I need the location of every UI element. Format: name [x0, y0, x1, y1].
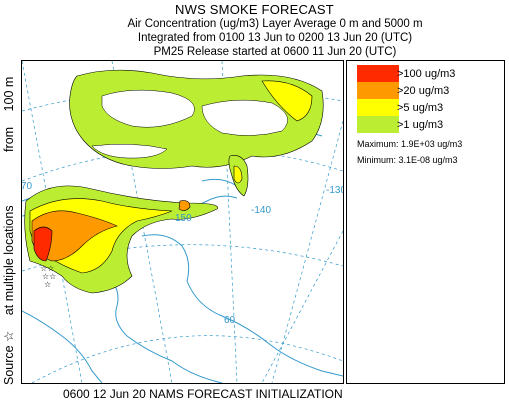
grid-label-lon-170: -170 [22, 181, 32, 192]
legend-panel: >100 ug/m3 >20 ug/m3 >5 ug/m3 >1 ug/m3 M… [346, 60, 505, 384]
source-markers: ☆☆ ☆☆ ☆ [40, 264, 56, 289]
svg-text:☆: ☆ [44, 280, 51, 289]
plume-holes [91, 89, 288, 159]
height-label: 100 m [2, 76, 16, 112]
grid-label-lon-150: 150 [175, 213, 192, 224]
forecast-initialization: 0600 12 Jun 20 NAMS FORECAST INITIALIZAT… [63, 387, 343, 401]
legend-item-gt5: >5 ug/m3 [357, 99, 443, 116]
grid-label-lon-140: -140 [251, 205, 271, 216]
subtitle-integration: Integrated from 0100 13 Jun to 0200 13 J… [137, 32, 413, 44]
from-label: from [2, 126, 16, 152]
map-canvas: ☆☆ ☆☆ ☆ -170 150 -140 -130 60 [22, 61, 343, 383]
minimum-value: Minimum: 3.1E-08 ug/m3 [357, 155, 458, 165]
legend-swatch [357, 99, 399, 116]
svg-text:☆☆: ☆☆ [40, 264, 54, 273]
plume-gt100 [33, 226, 53, 262]
subtitle-release: PM25 Release started at 0600 11 Jun 20 (… [153, 46, 397, 58]
legend-swatch [357, 116, 399, 133]
source-label: Source [2, 345, 16, 385]
legend-item-gt1: >1 ug/m3 [357, 116, 443, 133]
smoke-map: ☆☆ ☆☆ ☆ -170 150 -140 -130 60 [21, 60, 344, 384]
legend-label: >1 ug/m3 [397, 118, 444, 131]
source-side-label: Source ☆ at multiple locations from 100 … [1, 55, 16, 385]
grid-label-lon-130: -130 [326, 185, 343, 196]
star-icon: ☆ [2, 330, 16, 342]
grid-label-lat-60: 60 [224, 315, 236, 326]
maximum-value: Maximum: 1.9E+03 ug/m3 [357, 139, 463, 149]
legend-label: >100 ug/m3 [397, 67, 456, 80]
legend-item-gt20: >20 ug/m3 [357, 82, 449, 99]
map-title: NWS SMOKE FORECAST [175, 2, 334, 17]
svg-text:☆☆: ☆☆ [42, 272, 56, 281]
legend-item-gt100: >100 ug/m3 [357, 65, 455, 82]
subtitle-concentration: Air Concentration (ug/m3) Layer Average … [127, 18, 423, 30]
legend-swatch [357, 82, 399, 99]
legend-swatch [357, 65, 399, 82]
legend-label: >20 ug/m3 [397, 84, 450, 97]
at-locations-label: at multiple locations [2, 205, 16, 316]
legend-label: >5 ug/m3 [397, 101, 444, 114]
